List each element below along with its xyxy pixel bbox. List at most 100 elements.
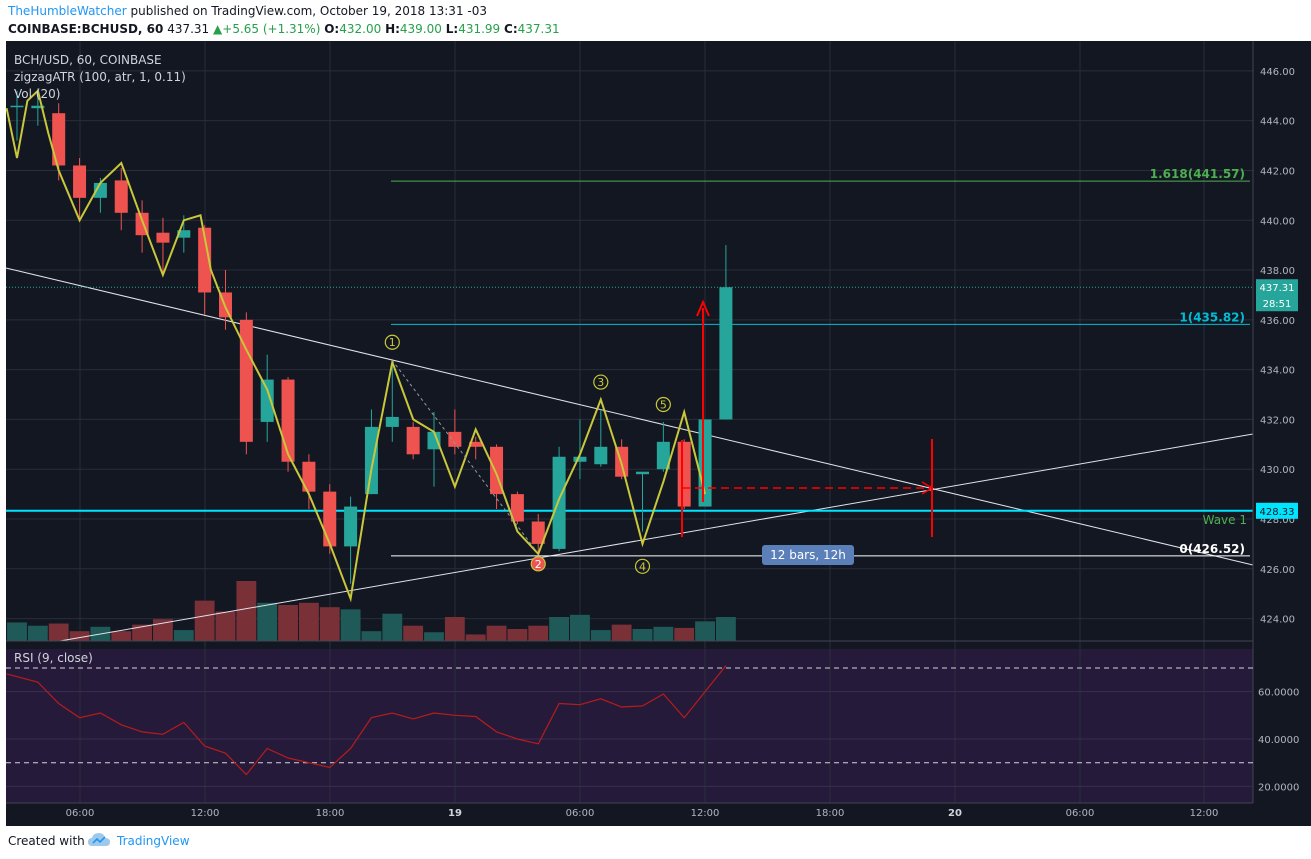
- time-axis[interactable]: 06:00 12:00 18:00 19 06:00 12:00 18:00 20 06:00 1…: [66, 808, 1219, 819]
- legend-title[interactable]: BCH/USD, 60, COINBASE: [14, 53, 162, 67]
- last-price-tag-text: 437.31: [1260, 283, 1295, 294]
- time-tick-label: 12:00: [191, 808, 220, 819]
- candle-body: [385, 416, 399, 427]
- time-tick-label: 18:00: [816, 808, 845, 819]
- candle-body: [636, 471, 649, 475]
- candle-body: [73, 165, 87, 198]
- rsi-line: [6, 665, 727, 776]
- volume-bar: [7, 622, 27, 641]
- time-tick-label: 06:00: [1066, 808, 1095, 819]
- candle-body: [677, 441, 691, 507]
- candle-body: [281, 379, 295, 462]
- created-with-label: Created with: [8, 834, 85, 848]
- tradingview-logo-icon[interactable]: [88, 832, 112, 848]
- rsi-legend[interactable]: RSI (9, close): [14, 651, 93, 665]
- price-tick-label: 424.00: [1260, 615, 1295, 626]
- wave-label-circle: [384, 334, 400, 350]
- wave-label-circle: [530, 556, 546, 572]
- candle-body: [323, 491, 337, 547]
- candle-body: [552, 456, 566, 549]
- candle-body: [469, 441, 483, 447]
- candle-body: [114, 180, 128, 213]
- volume-bar: [69, 631, 90, 641]
- price-tick-label: 440.00: [1260, 216, 1295, 227]
- volume-bar: [528, 625, 549, 641]
- volume-bar: [173, 630, 194, 641]
- high-value: 439.00: [399, 22, 442, 36]
- candle-body: [531, 521, 545, 544]
- volume-bar: [361, 631, 382, 641]
- last-price: 437.31: [167, 22, 210, 36]
- volume-bar: [132, 624, 153, 641]
- wave-label-circle: [593, 374, 609, 390]
- volume-bar: [298, 602, 319, 641]
- annotations: 1 2 3 4 5 12 bars, 12h: [384, 299, 934, 574]
- rsi-tick-label: 40.0000: [1258, 735, 1299, 746]
- low-value: 431.99: [458, 22, 501, 36]
- time-tick-label: 18:00: [316, 808, 345, 819]
- volume-bar: [486, 625, 507, 641]
- candle-body: [656, 441, 670, 470]
- price-tick-label: 432.00: [1260, 415, 1295, 426]
- legend-volume[interactable]: Vol (20): [14, 87, 60, 101]
- candle-body: [406, 426, 420, 455]
- author-link[interactable]: TheHumbleWatcher: [8, 4, 127, 18]
- candle-body: [594, 446, 608, 465]
- fib-level-label: 1(435.82): [1179, 310, 1245, 324]
- volume-bar: [215, 611, 236, 641]
- time-tick-label: 12:00: [1190, 808, 1219, 819]
- price-tick-label: 444.00: [1260, 117, 1295, 128]
- volume-bar: [424, 632, 444, 641]
- volume-bars: [7, 581, 736, 641]
- volume-bar: [27, 625, 48, 641]
- volume-bar: [695, 621, 715, 641]
- grid-lines: [6, 41, 1253, 803]
- candle-body: [573, 456, 587, 462]
- price-change: +5.65 (+1.31%): [222, 22, 321, 36]
- volume-bar: [278, 605, 298, 641]
- zigzag-overlay: [5, 88, 707, 603]
- price-tick-label: 434.00: [1260, 366, 1295, 377]
- volume-bar: [715, 617, 736, 641]
- close-value: 437.31: [517, 22, 560, 36]
- volume-bar: [111, 631, 132, 641]
- price-tick-label: 430.00: [1260, 465, 1295, 476]
- volume-bar: [674, 627, 695, 641]
- descending-trendline: [5, 267, 1254, 566]
- symbol-label: COINBASE:BCHUSD, 60: [8, 22, 164, 36]
- rsi-panel: [6, 665, 1253, 787]
- time-tick-label: 06:00: [66, 808, 95, 819]
- volume-bar: [382, 613, 403, 641]
- candle-body: [93, 182, 107, 198]
- candle-body: [364, 426, 378, 495]
- wave-label-number: 3: [597, 376, 604, 389]
- volume-bar: [403, 625, 424, 641]
- wave-label-number: 1: [389, 336, 396, 349]
- wave-label-number: 5: [660, 398, 667, 411]
- fib-level-label: 0(426.52): [1179, 542, 1245, 556]
- countdown-tag-text: 28:51: [1263, 299, 1292, 310]
- price-axis[interactable]: 446.00 444.00 442.00 440.00 438.00 436.00 434.…: [1256, 67, 1299, 794]
- legend-indicator[interactable]: zigzagATR (100, atr, 1, 0.11): [14, 70, 186, 84]
- volume-bar: [507, 629, 528, 641]
- candle-body: [156, 232, 170, 243]
- wave-price-tag-text: 428.33: [1260, 507, 1295, 518]
- time-tick-label: 19: [448, 808, 462, 819]
- price-tick-label: 442.00: [1260, 166, 1295, 177]
- price-tick-label: 436.00: [1260, 316, 1295, 327]
- candle-body: [198, 227, 212, 293]
- chart-canvas[interactable]: 1.618(441.57)1(435.82)0(426.52)Wave 1 12…: [0, 0, 1311, 826]
- close-label: C:: [504, 22, 518, 36]
- volume-bar: [653, 626, 674, 641]
- tradingview-link[interactable]: TradingView: [117, 834, 190, 848]
- candle-body: [302, 461, 316, 492]
- volume-bar: [257, 602, 278, 641]
- wave-label-number: 4: [639, 560, 646, 573]
- candle-body: [52, 113, 66, 166]
- wave-price-tag: [1256, 502, 1298, 519]
- wave-retrace-dotted-line: [391, 359, 538, 553]
- price-tick-label: 438.00: [1260, 266, 1295, 277]
- volume-bar: [48, 623, 69, 641]
- chart-header: TheHumbleWatcher published on TradingVie…: [0, 0, 1311, 40]
- footer: Created with TradingView: [0, 826, 1311, 859]
